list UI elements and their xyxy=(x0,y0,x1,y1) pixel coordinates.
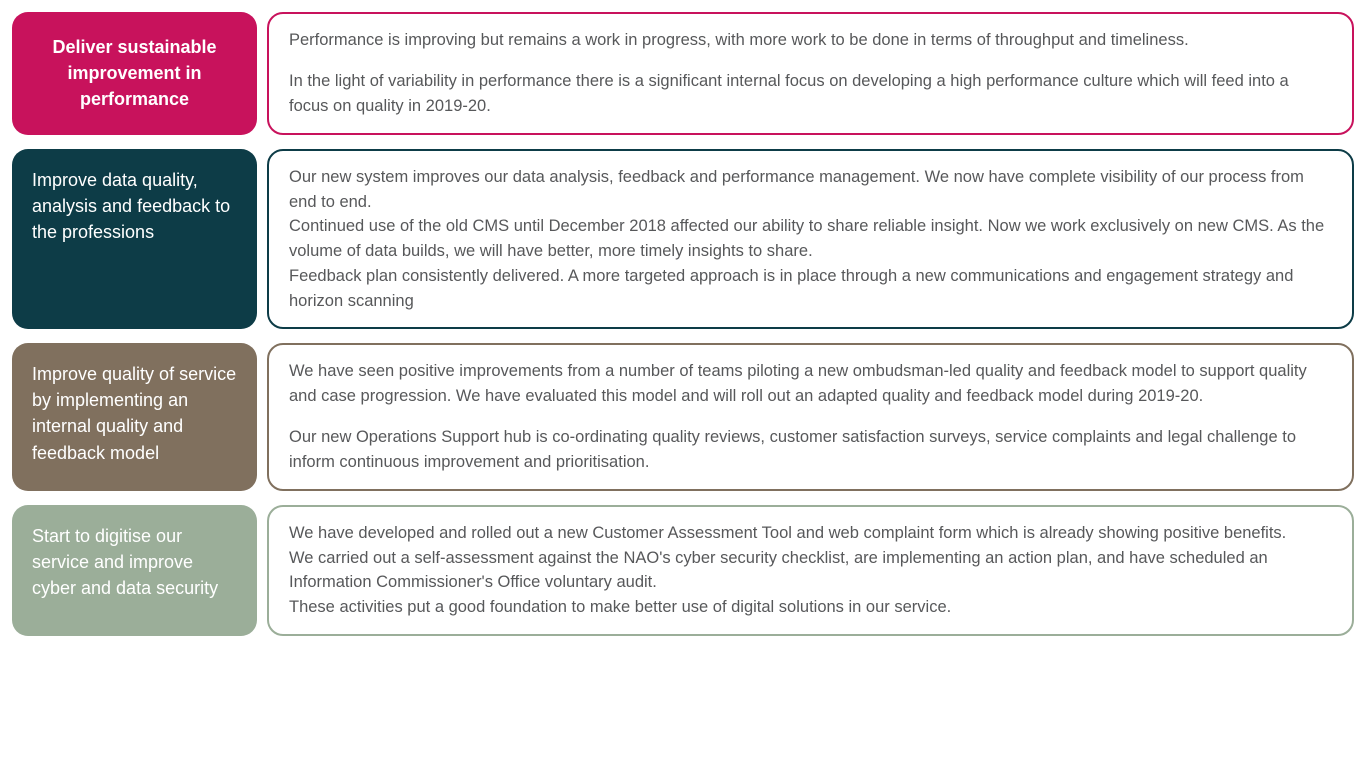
objective-row: Deliver sustainable improvement in perfo… xyxy=(12,12,1354,135)
objective-description: Performance is improving but remains a w… xyxy=(267,12,1354,135)
objective-paragraph: Our new system improves our data analysi… xyxy=(289,165,1332,215)
objective-row: Start to digitise our service and improv… xyxy=(12,505,1354,636)
objective-label: Start to digitise our service and improv… xyxy=(12,505,257,636)
objective-label: Improve data quality, analysis and feedb… xyxy=(12,149,257,330)
objective-paragraph: Continued use of the old CMS until Decem… xyxy=(289,214,1332,264)
objective-description: We have developed and rolled out a new C… xyxy=(267,505,1354,636)
objective-label: Deliver sustainable improvement in perfo… xyxy=(12,12,257,135)
objective-label: Improve quality of service by implementi… xyxy=(12,343,257,491)
objectives-table: Deliver sustainable improvement in perfo… xyxy=(12,12,1354,636)
objective-paragraph: These activities put a good foundation t… xyxy=(289,595,1332,620)
objective-row: Improve quality of service by implementi… xyxy=(12,343,1354,491)
objective-paragraph: We have seen positive improvements from … xyxy=(289,359,1332,409)
objective-description: Our new system improves our data analysi… xyxy=(267,149,1354,330)
objective-paragraph: Performance is improving but remains a w… xyxy=(289,28,1332,53)
objective-paragraph: We have developed and rolled out a new C… xyxy=(289,521,1332,546)
objective-paragraph: We carried out a self-assessment against… xyxy=(289,546,1332,596)
objective-paragraph: In the light of variability in performan… xyxy=(289,69,1332,119)
objective-paragraph: Our new Operations Support hub is co-ord… xyxy=(289,425,1332,475)
objective-row: Improve data quality, analysis and feedb… xyxy=(12,149,1354,330)
objective-description: We have seen positive improvements from … xyxy=(267,343,1354,491)
objective-paragraph: Feedback plan consistently delivered. A … xyxy=(289,264,1332,314)
